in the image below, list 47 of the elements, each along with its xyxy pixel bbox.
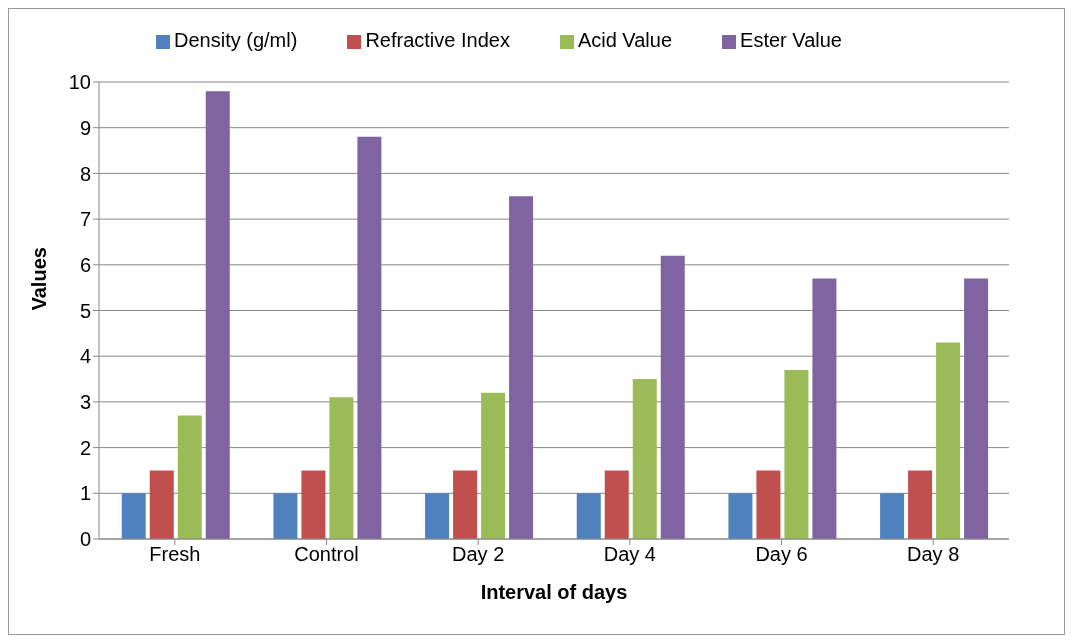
x-tick-label: Day 8 xyxy=(907,543,960,566)
y-tick-label: 9 xyxy=(79,116,91,139)
bar xyxy=(453,470,478,539)
bar xyxy=(576,493,601,539)
legend-label: Refractive Index xyxy=(365,29,510,51)
bar xyxy=(205,91,230,539)
bar xyxy=(964,278,989,539)
bar xyxy=(812,278,837,539)
y-tick-label: 10 xyxy=(68,71,91,94)
y-tick-label: 8 xyxy=(79,162,91,185)
x-tick-label: Control xyxy=(294,543,359,566)
bar xyxy=(329,397,354,539)
bar xyxy=(481,392,506,539)
legend-label: Density (g/ml) xyxy=(174,29,298,51)
bar xyxy=(425,493,450,539)
bar xyxy=(756,470,781,539)
x-tick-label: Day 4 xyxy=(603,543,656,566)
bar xyxy=(121,493,146,539)
x-tick-label: Day 2 xyxy=(452,543,505,566)
bar xyxy=(728,493,753,539)
y-tick-label: 4 xyxy=(79,345,91,368)
x-axis-title: Interval of days xyxy=(480,581,628,603)
y-tick-label: 2 xyxy=(79,436,91,459)
bar xyxy=(357,136,382,539)
bar xyxy=(509,196,534,539)
y-tick-label: 3 xyxy=(79,391,91,413)
bar xyxy=(880,493,905,539)
bar xyxy=(604,470,629,539)
bar xyxy=(632,379,657,539)
bar xyxy=(177,415,202,539)
bar xyxy=(784,369,809,539)
y-tick-label: 1 xyxy=(79,482,91,505)
y-tick-label: 5 xyxy=(79,299,91,322)
bar xyxy=(301,470,326,539)
bar xyxy=(660,255,685,539)
bar xyxy=(273,493,298,539)
bar xyxy=(908,470,933,539)
y-tick-label: 0 xyxy=(79,528,91,551)
legend-label: Acid Value xyxy=(577,29,673,51)
y-tick-label: 7 xyxy=(79,208,91,231)
legend-label: Ester Value xyxy=(740,29,842,51)
y-tick-label: 6 xyxy=(79,253,91,276)
y-axis-title: Values xyxy=(28,247,51,311)
x-tick-label: Day 6 xyxy=(755,543,808,566)
bar xyxy=(149,470,174,539)
x-tick-label: Fresh xyxy=(149,543,201,566)
bar xyxy=(936,342,961,539)
